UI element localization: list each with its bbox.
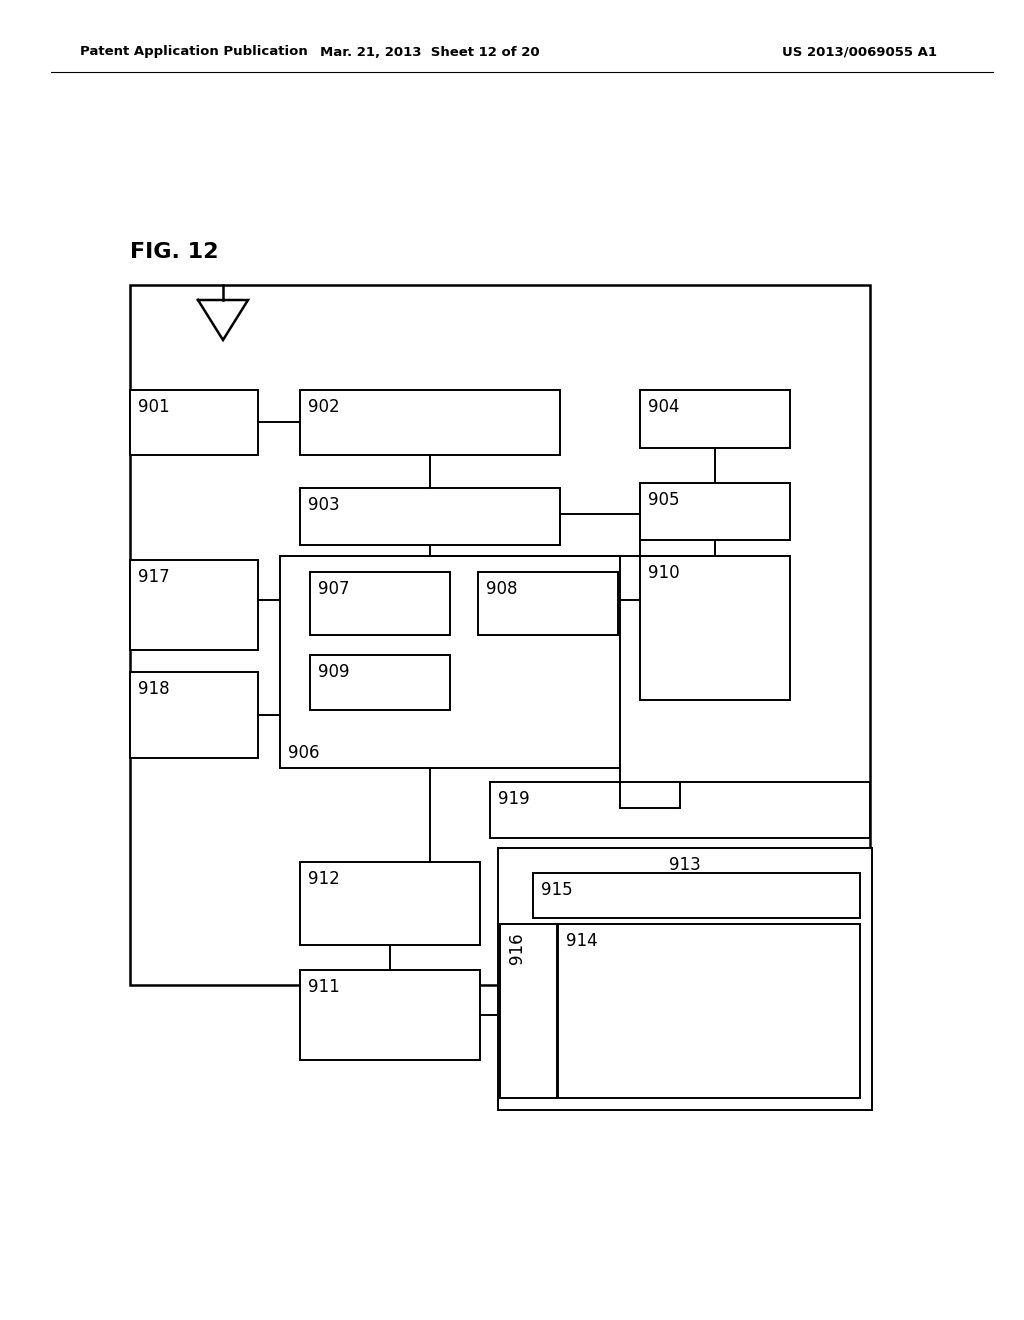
Bar bbox=[130, 285, 870, 985]
Bar bbox=[130, 560, 258, 649]
Text: 904: 904 bbox=[648, 399, 680, 416]
Bar bbox=[640, 389, 790, 447]
Text: 914: 914 bbox=[566, 932, 598, 950]
Bar bbox=[130, 389, 258, 455]
Bar bbox=[130, 672, 258, 758]
Bar bbox=[280, 556, 620, 768]
Text: 902: 902 bbox=[308, 399, 340, 416]
Bar bbox=[300, 862, 480, 945]
Text: 912: 912 bbox=[308, 870, 340, 888]
Text: 903: 903 bbox=[308, 496, 340, 513]
Text: 909: 909 bbox=[318, 663, 349, 681]
Bar bbox=[534, 873, 860, 917]
Text: 913: 913 bbox=[669, 855, 700, 874]
Text: 918: 918 bbox=[138, 680, 170, 698]
Text: 910: 910 bbox=[648, 564, 680, 582]
Text: 907: 907 bbox=[318, 579, 349, 598]
Text: FIG. 12: FIG. 12 bbox=[130, 242, 218, 261]
Text: 901: 901 bbox=[138, 399, 170, 416]
Text: 905: 905 bbox=[648, 491, 680, 510]
Text: Patent Application Publication: Patent Application Publication bbox=[80, 45, 308, 58]
Text: 916: 916 bbox=[508, 932, 526, 964]
Bar bbox=[300, 488, 560, 545]
Text: 917: 917 bbox=[138, 568, 170, 586]
Bar bbox=[490, 781, 870, 838]
Text: 919: 919 bbox=[498, 789, 529, 808]
Text: US 2013/0069055 A1: US 2013/0069055 A1 bbox=[782, 45, 938, 58]
Bar bbox=[310, 655, 450, 710]
Text: 915: 915 bbox=[541, 880, 572, 899]
Text: 911: 911 bbox=[308, 978, 340, 997]
Bar bbox=[500, 924, 557, 1098]
Bar bbox=[300, 389, 560, 455]
Bar bbox=[558, 924, 860, 1098]
Text: 906: 906 bbox=[288, 744, 319, 762]
Bar bbox=[498, 847, 872, 1110]
Bar bbox=[478, 572, 618, 635]
Bar bbox=[300, 970, 480, 1060]
Bar bbox=[310, 572, 450, 635]
Bar bbox=[640, 483, 790, 540]
Text: Mar. 21, 2013  Sheet 12 of 20: Mar. 21, 2013 Sheet 12 of 20 bbox=[321, 45, 540, 58]
Bar bbox=[640, 556, 790, 700]
Text: 908: 908 bbox=[486, 579, 517, 598]
